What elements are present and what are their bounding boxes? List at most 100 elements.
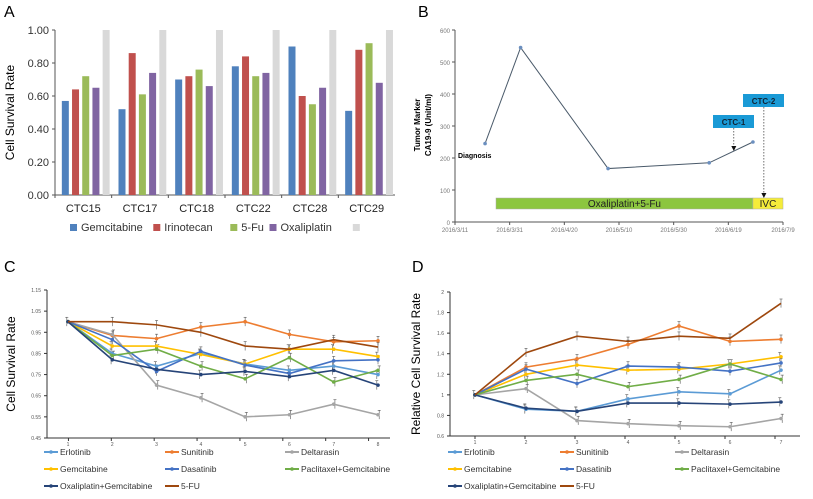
y-tick-label: 600 [440,29,451,35]
data-point [376,368,380,373]
bar [252,76,260,195]
y-tick-label: 0.00 [28,190,49,202]
bar [138,94,146,195]
bar [355,49,363,195]
series-line [67,321,379,365]
data-point [331,364,336,368]
y-tick-label: 200 [440,157,451,163]
bar [82,76,90,195]
bar [231,66,239,195]
y-tick-label: 0.65 [31,394,41,400]
bar [298,96,306,195]
bar [118,109,126,195]
y-tick-label: 400 [440,93,451,99]
data-point [728,362,732,366]
data-point [287,332,292,337]
y-axis-label-line1: Tumor Marker [413,99,422,152]
data-point [287,371,292,376]
y-tick-label: 100 [440,189,451,195]
x-tick-label: 2016/3/11 [442,228,469,234]
legend-marker [453,450,457,454]
data-point [575,418,579,423]
data-point [376,383,380,387]
data-point [524,378,528,383]
data-point [243,363,247,367]
bar [319,87,327,195]
data-point [779,337,783,342]
y-tick-label: 0.20 [28,157,49,169]
bar [242,56,250,196]
y-tick-label: 0.60 [28,91,49,103]
series-line [474,302,782,396]
x-tick-label: 5 [678,440,681,446]
data-point [154,364,159,368]
treatment-label: IVC [760,199,777,210]
y-axis-label: Cell Survival Rate [4,316,18,412]
legend-swatch [352,224,360,231]
data-point [331,347,336,352]
data-point [677,365,681,369]
data-point [110,344,115,348]
legend-label: Dasatinib [576,464,612,474]
data-point [626,364,630,368]
data-point [287,355,292,360]
legend-marker [680,467,684,471]
data-point [518,45,523,50]
data-point [287,374,292,379]
data-point [287,368,292,373]
legend-label: 5-FU [576,481,595,491]
legend-label: Erlotinib [60,447,91,457]
data-point [626,368,630,372]
y-tick-label: 0 [447,221,451,227]
data-point [199,364,203,368]
legend-label: Gemcitabine [60,464,108,474]
legend-swatch [230,224,238,231]
ctc2-arrowhead [761,193,767,198]
legend-label: Erlotinib [464,447,495,457]
data-point [110,337,115,342]
legend-label: Oxaliplatin+Gemcitabine [60,481,153,491]
legend-marker [290,467,294,471]
category-label: CTC15 [66,203,101,215]
legend-label: Sunitinib [576,447,609,457]
y-tick-label: 0.85 [31,351,41,357]
y-tick-label: 0.80 [28,58,49,70]
data-point [483,141,487,146]
bar [175,79,183,195]
data-point [243,369,247,374]
bar [272,30,280,195]
data-point [199,349,203,354]
data-point [331,368,336,373]
legend-swatch [153,224,161,231]
y-tick-label: 1.00 [28,25,49,37]
data-point [154,383,159,387]
series-line [67,320,379,375]
bar [61,100,69,195]
data-point [626,401,630,405]
legend-label: Gemcitabine [81,222,143,234]
panel-label-b: B [418,4,429,21]
chart-d: 0.6 0.8 1 1.2 1.4 1.6 1.8 2 1 2 3 4 5 6 7 Relative Cell… [409,290,800,491]
legend-label: Paclitaxel+Gemcitabine [691,464,780,474]
data-point [779,416,783,421]
x-tick-label: 2016/7/9 [771,228,795,234]
series-line [474,325,782,396]
data-point [154,344,159,348]
category-label: CTC18 [179,203,214,215]
data-point [376,412,380,417]
x-tick-label: 2016/5/10 [606,228,633,234]
ctc1-box [713,115,754,128]
y-tick-label: 2 [441,290,444,296]
data-point [728,339,732,344]
legend-swatch [70,224,77,231]
y-tick-label: 0.75 [31,373,41,379]
x-tick-label: 2 [525,440,528,446]
x-tick-label: 6 [288,442,291,448]
data-point [199,325,203,329]
y-tick-label: 0.40 [28,124,49,136]
y-tick-label: 0.95 [31,330,41,336]
bar [385,30,393,195]
bar [149,72,157,195]
series-line [67,321,379,376]
legend-marker [170,450,174,454]
